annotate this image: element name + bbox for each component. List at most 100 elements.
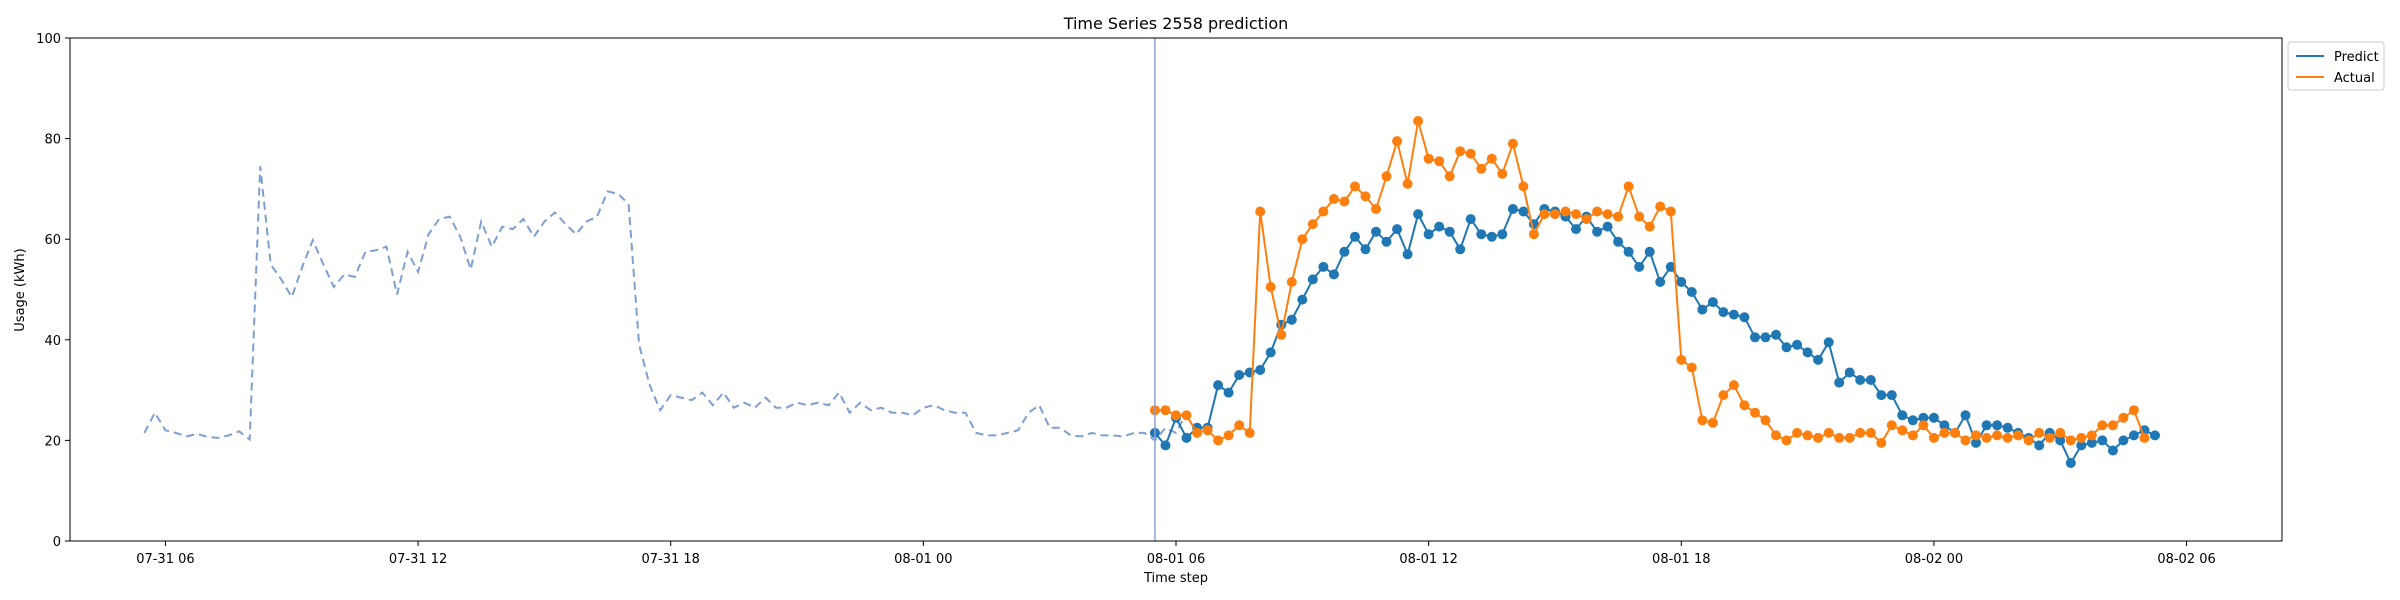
x-tick-label: 08-02 06	[2157, 552, 2215, 567]
predict-point	[1992, 420, 2003, 431]
x-tick-label: 08-01 12	[1399, 552, 1457, 567]
predict-point	[1855, 375, 1866, 385]
predict-point	[1655, 277, 1666, 287]
actual-point	[1918, 420, 1929, 431]
actual-point	[2013, 430, 2024, 441]
predict-point	[1455, 244, 1466, 255]
predict-point	[1781, 342, 1792, 353]
predict-point	[2118, 435, 2129, 446]
actual-point	[1181, 410, 1192, 421]
actual-point	[2086, 430, 2097, 441]
plot-area	[69, 37, 2283, 542]
actual-point	[1676, 354, 1687, 365]
actual-point	[2118, 412, 2129, 423]
actual-point	[1728, 380, 1739, 391]
actual-point	[1665, 206, 1676, 217]
predict-point	[1234, 370, 1245, 380]
predict-point	[1434, 221, 1445, 232]
actual-point	[1960, 435, 1971, 446]
actual-point	[1413, 116, 1424, 126]
actual-point	[2139, 432, 2150, 443]
x-tick-label: 08-01 06	[1147, 552, 1205, 567]
x-tick-label: 07-31 18	[641, 552, 699, 567]
predict-point	[1686, 287, 1697, 297]
actual-point	[1950, 427, 1960, 438]
actual-point	[1518, 181, 1529, 192]
actual-point	[1760, 415, 1771, 426]
predict-point	[2086, 437, 2097, 448]
actual-point	[1255, 206, 1266, 217]
actual-point	[1550, 209, 1560, 220]
predict-point	[1339, 246, 1350, 257]
actual-point	[1202, 425, 1213, 436]
x-axis-label: Time step	[1143, 571, 1208, 586]
actual-point	[1276, 329, 1287, 340]
actual-point	[1402, 178, 1413, 189]
actual-point	[1360, 191, 1371, 202]
actual-point	[1486, 153, 1497, 164]
predict-point	[1739, 312, 1750, 323]
predict-point	[1213, 380, 1224, 391]
history-layer	[143, 166, 1188, 442]
actual-point	[1823, 427, 1834, 438]
actual-point	[1444, 171, 1455, 182]
predict-point	[1592, 226, 1603, 237]
actual-point	[2128, 405, 2139, 416]
actual-point	[1465, 148, 1476, 159]
y-tick-label: 0	[53, 535, 61, 550]
actual-point	[1928, 432, 1939, 443]
actual-point	[1497, 168, 1508, 179]
x-tick-label: 08-02 00	[1905, 552, 1963, 567]
chart-title: Time Series 2558 prediction	[1063, 14, 1289, 33]
actual-point	[1476, 163, 1487, 174]
actual-point	[2044, 432, 2055, 443]
predict-point	[1918, 412, 1929, 423]
actual-point	[1223, 430, 1234, 441]
predict-point	[1613, 236, 1624, 247]
predict-point	[1444, 226, 1455, 237]
actual-point	[1234, 420, 1245, 431]
predict-point	[1476, 229, 1487, 240]
actual-point	[1213, 435, 1224, 446]
predict-point	[1518, 206, 1529, 217]
actual-point	[1265, 282, 1276, 292]
predict-point	[1402, 249, 1413, 260]
predict-point	[1634, 261, 1645, 272]
predict-point	[1886, 390, 1897, 401]
actual-point	[1602, 209, 1613, 220]
actual-line	[1154, 120, 2146, 445]
predict-point	[1497, 229, 1508, 240]
predict-point	[2097, 435, 2108, 446]
predict-point	[1307, 274, 1318, 285]
actual-point	[2107, 420, 2118, 431]
actual-point	[1971, 430, 1981, 441]
actual-point	[1634, 211, 1645, 222]
predict-point	[1897, 410, 1908, 421]
predict-point	[1297, 294, 1308, 305]
actual-point	[1581, 214, 1592, 225]
x-axis: 07-31 06 07-31 12 07-31 18 08-01 00 08-01 06…	[136, 541, 2216, 567]
actual-point	[1781, 435, 1792, 446]
predict-point	[1381, 236, 1392, 247]
predict-point	[2128, 430, 2139, 441]
actual-point	[1192, 427, 1203, 438]
actual-point	[1939, 427, 1950, 438]
actual-point	[1371, 204, 1381, 214]
predict-point	[1486, 231, 1497, 242]
actual-point	[1697, 415, 1708, 426]
actual-point	[1528, 229, 1539, 240]
predict-point	[1350, 231, 1360, 242]
actual-point	[1897, 425, 1908, 436]
predict-point	[1392, 224, 1403, 235]
actual-point	[1339, 196, 1350, 207]
actual-point	[1792, 427, 1803, 438]
actual-point	[1307, 219, 1318, 230]
actual-point	[1560, 206, 1571, 217]
actual-point	[1392, 136, 1403, 147]
actual-point	[1171, 410, 1181, 421]
predict-point	[1644, 246, 1655, 257]
actual-point	[1423, 153, 1434, 164]
actual-point	[1244, 427, 1255, 438]
actual-point	[1571, 209, 1581, 220]
y-tick-label: 100	[36, 32, 61, 47]
